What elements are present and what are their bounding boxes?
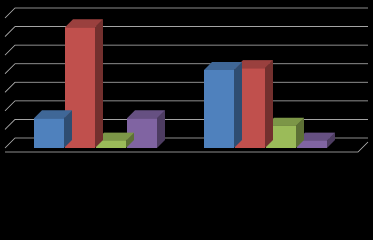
- bar-side: [265, 60, 273, 149]
- bar-top: [65, 19, 103, 28]
- bar-front: [204, 70, 234, 148]
- bar-side: [296, 117, 304, 148]
- bar-front: [96, 140, 126, 148]
- bar-side: [234, 62, 242, 148]
- bar-top: [297, 132, 335, 141]
- bar-top: [127, 110, 165, 119]
- bar: [127, 110, 165, 148]
- bar-side: [327, 132, 335, 148]
- bar: [96, 132, 134, 148]
- bar: [297, 132, 335, 148]
- bar-top: [34, 110, 72, 119]
- bar-side: [126, 132, 134, 148]
- grid-line: [4, 7, 368, 19]
- bar: [266, 117, 304, 148]
- bar-top: [235, 60, 273, 69]
- bar: [204, 62, 242, 148]
- bar-side: [95, 19, 103, 148]
- bar-front: [266, 125, 296, 148]
- bar-top: [204, 62, 242, 70]
- bar-front: [297, 140, 327, 148]
- grid-line: [4, 26, 368, 37]
- bar-top: [266, 117, 304, 126]
- chart: [4, 7, 369, 153]
- grid-line: [4, 44, 368, 56]
- bar-side: [64, 110, 72, 148]
- floor-edge: [5, 141, 369, 153]
- bar: [34, 110, 72, 148]
- bar-side: [157, 110, 165, 148]
- bar: [65, 19, 103, 149]
- bar-top: [96, 132, 134, 141]
- bar-front: [34, 118, 64, 148]
